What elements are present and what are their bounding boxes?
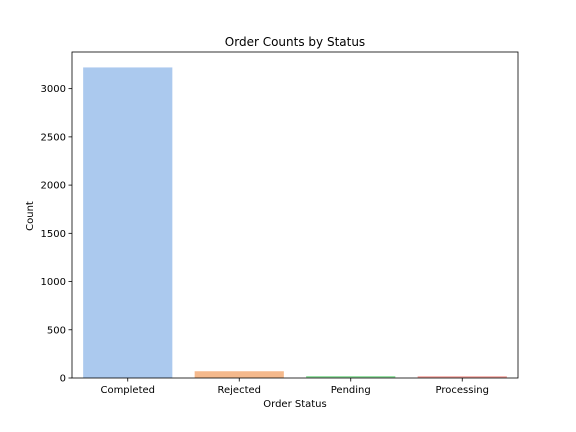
- y-tick-label: 2500: [41, 132, 66, 143]
- bars-group: [83, 67, 507, 379]
- y-axis-label: Count: [25, 201, 36, 231]
- bar-pending: [306, 376, 396, 378]
- y-tick-label: 500: [47, 325, 66, 336]
- y-tick-label: 3000: [41, 84, 66, 95]
- y-tick-label: 0: [60, 374, 66, 385]
- chart-title: Order Counts by Status: [225, 35, 365, 49]
- y-tick-label: 1000: [41, 277, 66, 288]
- bar-processing: [417, 376, 507, 378]
- x-tick-label: Processing: [436, 385, 489, 396]
- bar-rejected: [194, 371, 284, 378]
- x-tick-label: Completed: [100, 385, 155, 396]
- x-axis: Completed Rejected Pending Processing: [100, 378, 489, 396]
- y-axis: 0 500 1000 1500 2000 2500 3000: [41, 84, 72, 385]
- x-tick-label: Pending: [331, 385, 371, 396]
- x-axis-label: Order Status: [263, 399, 326, 410]
- y-tick-label: 2000: [41, 181, 66, 192]
- y-tick-label: 1500: [41, 229, 66, 240]
- bar-completed: [83, 67, 173, 379]
- x-tick-label: Rejected: [217, 385, 261, 396]
- plot-frame: [71, 51, 519, 379]
